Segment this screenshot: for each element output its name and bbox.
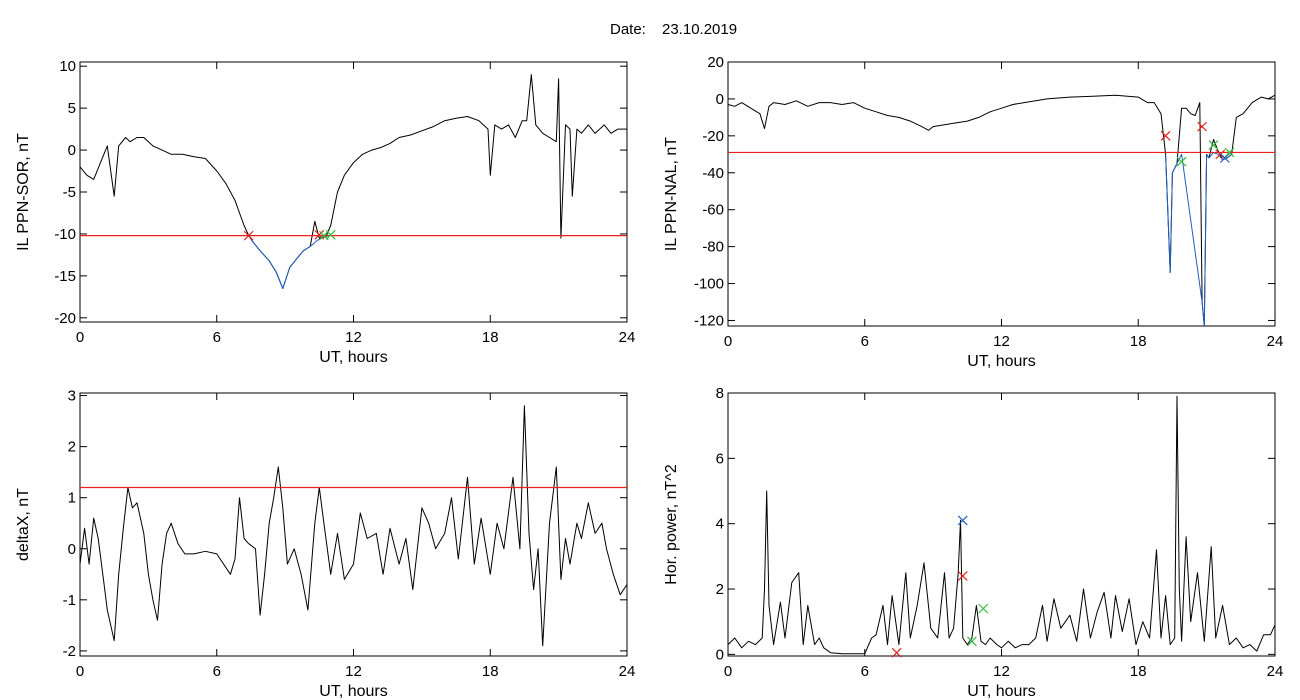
event-marker-stroke (1224, 147, 1235, 158)
y-tick-label: -120 (694, 312, 724, 329)
event-marker-stroke (314, 229, 325, 240)
x-tick-label: 12 (993, 663, 1010, 680)
x-tick-label: 18 (482, 663, 499, 680)
y-tick-label: 2 (68, 439, 76, 456)
x-tick-label: 0 (724, 333, 732, 350)
event-marker-stroke (1160, 130, 1171, 141)
chart-sor: 0 6 12 18 24 -20 -15 -10 -5 0 5 10 UT, hours IL PPN-S… (15, 58, 635, 366)
y-tick-label: 1 (68, 490, 76, 507)
y-tick-label: 5 (68, 100, 76, 117)
y-tick-label: 10 (59, 58, 76, 75)
event-marker-stroke (978, 603, 989, 614)
y-tick-label: -10 (54, 226, 76, 243)
x-tick-label: 12 (993, 333, 1010, 350)
series-line-0 (727, 395, 1276, 655)
x-tick-label: 6 (861, 333, 869, 350)
y-tick-label: -20 (54, 310, 76, 327)
event-marker-stroke (957, 571, 968, 581)
event-marker-stroke (1197, 121, 1207, 132)
series-line-0 (727, 94, 1276, 327)
event-marker (957, 515, 968, 526)
y-axis-label: deltaX, nT (15, 488, 32, 561)
event-marker (966, 636, 977, 647)
event-marker (1215, 149, 1226, 160)
x-tick-label: 24 (619, 663, 636, 680)
series-line-1 (1165, 152, 1233, 327)
x-tick-label: 0 (724, 663, 732, 680)
event-marker-stroke (1215, 149, 1226, 160)
event-marker (1208, 140, 1219, 151)
event-marker (1176, 156, 1187, 167)
event-marker-stroke (957, 515, 968, 526)
y-axis-label: Hor. power, nT^2 (663, 464, 680, 585)
event-marker-stroke (1208, 140, 1219, 151)
figure-title-label: Date: (610, 21, 646, 38)
y-tick-label: 0 (716, 91, 724, 108)
y-tick-label: 20 (707, 54, 724, 71)
x-tick-label: 6 (213, 329, 221, 346)
event-marker-stroke (318, 230, 329, 241)
x-tick-label: 18 (1130, 663, 1147, 680)
y-tick-label: -1 (63, 592, 76, 609)
chart-nal: 0 6 12 18 24 -120 -100 -80 -60 -40 -20 0 20 UT, hours… (663, 54, 1283, 370)
event-marker-stroke (1176, 156, 1187, 167)
y-tick-label: 6 (716, 450, 724, 467)
y-tick-label: 4 (716, 516, 724, 533)
series-line-0 (79, 405, 628, 647)
event-marker-stroke (325, 229, 336, 240)
y-axis-label: IL PPN-SOR, nT (15, 133, 32, 251)
x-tick-label: 6 (213, 663, 221, 680)
event-marker (957, 571, 968, 581)
event-marker (1160, 130, 1171, 141)
y-axis-label: IL PPN-NAL, nT (663, 137, 680, 251)
y-tick-label: -15 (54, 268, 76, 285)
event-marker (891, 647, 902, 658)
event-marker (1219, 153, 1230, 163)
x-axis-label: UT, hours (967, 683, 1035, 700)
x-tick-label: 12 (345, 663, 362, 680)
y-tick-label: -100 (694, 276, 724, 293)
event-marker-stroke (891, 647, 902, 658)
y-tick-label: 0 (68, 142, 76, 159)
y-tick-label: -20 (702, 128, 724, 145)
y-tick-label: -5 (63, 184, 76, 201)
figure-title-date: 23.10.2019 (662, 21, 737, 38)
y-tick-label: 2 (716, 581, 724, 598)
y-tick-label: 0 (68, 541, 76, 558)
x-tick-label: 24 (1267, 333, 1284, 350)
y-tick-label: 8 (716, 385, 724, 402)
x-tick-label: 0 (76, 329, 84, 346)
y-tick-label: 3 (68, 388, 76, 405)
x-tick-label: 0 (76, 663, 84, 680)
x-tick-label: 24 (619, 329, 636, 346)
series-line-0 (79, 74, 627, 289)
event-marker (325, 229, 336, 240)
x-tick-label: 24 (1267, 663, 1284, 680)
event-marker-stroke (243, 230, 254, 241)
y-tick-label: -80 (702, 239, 724, 256)
event-marker (978, 603, 989, 614)
x-tick-label: 18 (482, 329, 499, 346)
x-tick-label: 12 (345, 329, 362, 346)
y-tick-label: -40 (702, 165, 724, 182)
y-tick-label: -2 (63, 643, 76, 660)
x-axis-label: UT, hours (319, 683, 387, 700)
event-marker (1197, 121, 1207, 132)
event-marker (1224, 147, 1235, 158)
event-marker-stroke (966, 636, 977, 647)
y-tick-label: -60 (702, 202, 724, 219)
y-tick-label: 0 (716, 646, 724, 663)
x-axis-label: UT, hours (319, 349, 387, 366)
event-marker-stroke (1219, 153, 1230, 163)
event-marker (243, 230, 254, 241)
x-tick-label: 18 (1130, 333, 1147, 350)
x-axis-label: UT, hours (967, 353, 1035, 370)
x-tick-label: 6 (861, 663, 869, 680)
